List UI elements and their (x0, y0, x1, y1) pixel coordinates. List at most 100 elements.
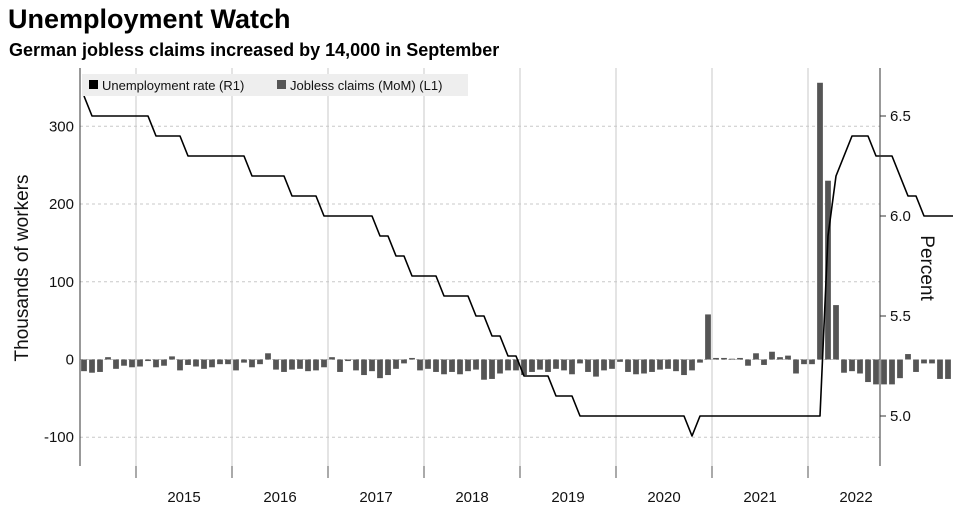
jobless-claims-bar (617, 359, 623, 362)
jobless-claims-bar (873, 359, 879, 385)
jobless-claims-bar (497, 359, 503, 374)
jobless-claims-bar (697, 359, 703, 363)
jobless-claims-bar (601, 359, 607, 371)
jobless-claims-bar (201, 359, 207, 369)
jobless-claims-bar (161, 359, 167, 366)
jobless-claims-bar (97, 359, 103, 372)
jobless-claims-bar (833, 305, 839, 360)
jobless-claims-bar (305, 359, 311, 372)
unemployment-rate-line (83, 95, 953, 437)
jobless-claims-bar (729, 358, 735, 360)
jobless-claims-bar (753, 353, 759, 360)
jobless-claims-bar (777, 357, 783, 360)
x-tick-label: 2019 (551, 489, 584, 506)
jobless-claims-bar (145, 359, 151, 362)
left-tick-label: 300 (49, 118, 74, 135)
jobless-claims-bar (553, 359, 559, 369)
left-axis-title: Thousands of workers (12, 175, 33, 362)
jobless-claims-bar (721, 357, 727, 360)
jobless-claims-bar (481, 359, 487, 380)
jobless-claims-bar (681, 359, 687, 376)
jobless-claims-bar (761, 359, 767, 365)
jobless-claims-bar (657, 359, 663, 370)
jobless-claims-bar (209, 359, 215, 368)
jobless-claims-bar (313, 359, 319, 371)
jobless-claims-bar (289, 359, 295, 370)
jobless-claims-bar (769, 351, 775, 360)
jobless-claims-bar (889, 359, 895, 385)
jobless-claims-bar (569, 359, 575, 375)
jobless-claims-bar (513, 359, 519, 371)
jobless-claims-bar (265, 353, 271, 360)
jobless-claims-bar (545, 359, 551, 372)
jobless-claims-bar (425, 359, 431, 369)
jobless-claims-bar (793, 359, 799, 374)
right-tick-label: 6.5 (890, 108, 911, 125)
jobless-claims-bar (473, 359, 479, 370)
jobless-claims-bar (857, 359, 863, 374)
jobless-claims-bar (177, 359, 183, 371)
jobless-claims-bar (633, 359, 639, 375)
chart-subtitle: German jobless claims increased by 14,00… (9, 40, 500, 60)
jobless-claims-bar (913, 359, 919, 372)
jobless-claims-bar (801, 359, 807, 365)
legend-box (82, 74, 468, 96)
jobless-claims-bar (169, 356, 175, 360)
jobless-claims-bar (921, 359, 927, 364)
jobless-claims-bar (353, 359, 359, 371)
jobless-claims-bar (337, 359, 343, 372)
jobless-claims-bar (521, 359, 527, 376)
jobless-claims-bar (433, 359, 439, 372)
jobless-claims-bar (297, 359, 303, 369)
gridlines (80, 68, 880, 466)
jobless-claims-bar (561, 359, 567, 371)
left-tick-label: 0 (66, 352, 74, 369)
jobless-claims-bar (457, 359, 463, 375)
jobless-claims-bar (865, 359, 871, 383)
jobless-claims-bar (377, 359, 383, 379)
x-tick-label: 2017 (359, 489, 392, 506)
jobless-claims-bar (849, 359, 855, 372)
legend: Unemployment rate (R1) Jobless claims (M… (82, 74, 468, 96)
jobless-claims-bar (745, 359, 751, 366)
jobless-claims-bar (625, 359, 631, 372)
x-tick-label: 2021 (743, 489, 776, 506)
jobless-claims-bar (193, 359, 199, 367)
jobless-claims-bar (417, 359, 423, 371)
jobless-claims-bar (841, 359, 847, 373)
jobless-claims-bar (809, 359, 815, 365)
jobless-claims-bar (609, 359, 615, 369)
jobless-claims-bar (817, 82, 823, 360)
legend-swatch-jobless-claims (277, 80, 286, 89)
jobless-claims-bars (81, 82, 951, 385)
x-tick-label: 2022 (839, 489, 872, 506)
x-tick-label: 2018 (455, 489, 488, 506)
jobless-claims-bar (409, 357, 415, 360)
jobless-claims-bar (665, 359, 671, 369)
legend-label-jobless-claims: Jobless claims (MoM) (L1) (290, 78, 442, 93)
jobless-claims-bar (785, 355, 791, 360)
jobless-claims-bar (505, 359, 511, 371)
jobless-claims-bar (449, 359, 455, 372)
left-tick-label: 200 (49, 196, 74, 213)
chart-title: Unemployment Watch (8, 4, 291, 34)
axes: 2015 2016 2017 2018 2019 2020 2021 2022 300 200 10… (44, 68, 911, 506)
right-tick-label: 5.0 (890, 408, 911, 425)
jobless-claims-bar (689, 359, 695, 371)
jobless-claims-bar (641, 359, 647, 374)
jobless-claims-bar (321, 359, 327, 368)
jobless-claims-bar (529, 359, 535, 372)
jobless-claims-bar (153, 359, 159, 368)
legend-label-unemployment-rate: Unemployment rate (R1) (102, 78, 244, 93)
jobless-claims-bar (705, 314, 711, 360)
right-tick-label: 6.0 (890, 208, 911, 225)
jobless-claims-bar (281, 359, 287, 372)
jobless-claims-bar (257, 359, 263, 365)
jobless-claims-bar (241, 359, 247, 363)
jobless-claims-bar (929, 359, 935, 364)
jobless-claims-bar (441, 359, 447, 375)
jobless-claims-bar (121, 359, 127, 366)
jobless-claims-bar (881, 359, 887, 385)
x-tick-label: 2020 (647, 489, 680, 506)
